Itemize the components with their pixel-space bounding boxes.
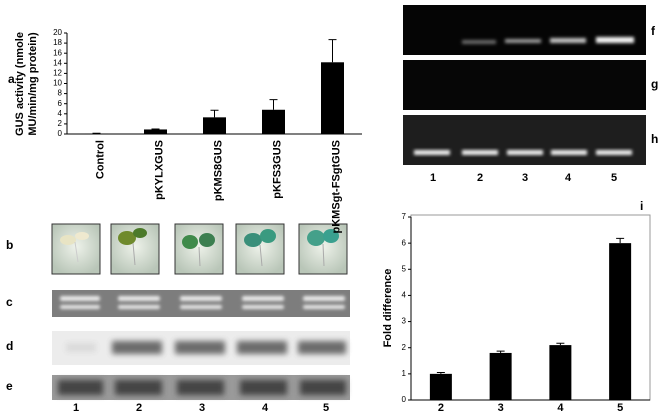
- lane-label: 1: [73, 402, 79, 414]
- error-bar: [210, 109, 219, 118]
- bar: [429, 373, 452, 400]
- bar: [609, 243, 632, 400]
- panel-label: b: [6, 238, 13, 252]
- y-tick-label: 12: [53, 69, 62, 78]
- gel-c: [52, 290, 350, 317]
- y-tick-label: 6: [402, 238, 407, 247]
- lane-label: 1: [430, 172, 436, 184]
- lane-label: 3: [522, 172, 528, 184]
- error-bar: [269, 99, 278, 110]
- y-tick-label: 0: [58, 129, 63, 138]
- y-tick-label: 2: [402, 343, 407, 352]
- error-bar: [616, 237, 625, 244]
- panel-label: c: [6, 295, 13, 309]
- y-tick-label: 5: [402, 264, 407, 273]
- bar: [262, 109, 285, 134]
- lane-label: 2: [477, 172, 483, 184]
- x-tick-label: pKFS3GUS: [271, 140, 283, 199]
- panel-label: h: [651, 132, 658, 146]
- error-bar: [556, 342, 565, 346]
- panel-label: f: [651, 24, 656, 38]
- gel-e: [52, 375, 350, 400]
- gel-f: [403, 5, 646, 55]
- bar: [144, 129, 167, 134]
- y-tick-label: 4: [58, 109, 63, 118]
- x-tick-label: 4: [557, 402, 564, 414]
- y-tick-label: 3: [402, 317, 407, 326]
- lane-label: 2: [136, 402, 142, 414]
- seedling-images: [51, 223, 348, 275]
- panel-label: e: [6, 379, 13, 393]
- gel-h: [403, 115, 646, 165]
- error-bar: [496, 350, 505, 353]
- y-tick-label: 20: [53, 28, 62, 37]
- y-tick-label: 6: [58, 99, 63, 108]
- lane-label: 5: [611, 172, 617, 184]
- y-axis-label: Fold difference: [382, 269, 394, 348]
- y-axis-label: GUS activity (nmole: [14, 32, 26, 136]
- x-tick-label: pKMS8GUS: [212, 140, 224, 201]
- error-bar: [151, 128, 160, 130]
- gel-g: [403, 60, 646, 110]
- bar: [203, 117, 226, 134]
- panel-label: i: [640, 199, 643, 213]
- lane-label: 4: [262, 402, 269, 414]
- error-bar: [328, 39, 337, 63]
- y-tick-label: 8: [58, 89, 63, 98]
- panel-label: d: [6, 339, 13, 353]
- lane-label: 5: [323, 402, 329, 414]
- x-tick-label: pKYLXGUS: [153, 140, 165, 200]
- x-tick-label: Control: [94, 140, 106, 179]
- y-tick-label: 16: [53, 48, 62, 57]
- x-tick-label: 2: [438, 402, 444, 414]
- bar: [489, 352, 512, 400]
- x-tick-label: pKMSgt-FSgtGUS: [330, 140, 342, 233]
- x-tick-label: 3: [498, 402, 504, 414]
- y-tick-label: 14: [53, 58, 62, 67]
- bar: [549, 345, 572, 400]
- panel-label: a: [8, 72, 15, 86]
- y-tick-label: 2: [58, 119, 63, 128]
- lane-label: 3: [199, 402, 205, 414]
- y-tick-label: 4: [402, 291, 407, 300]
- bar: [85, 133, 108, 134]
- y-tick-label: 10: [53, 79, 62, 88]
- y-tick-label: 1: [402, 369, 407, 378]
- gel-d: [52, 331, 350, 365]
- y-tick-label: 7: [402, 212, 407, 221]
- y-tick-label: 18: [53, 38, 62, 47]
- y-axis-label: MU/min/mg protein): [27, 32, 39, 136]
- y-tick-label: 0: [402, 395, 407, 404]
- panel-label: g: [651, 77, 658, 91]
- lane-label: 4: [565, 172, 572, 184]
- x-tick-label: 5: [617, 402, 623, 414]
- error-bar: [436, 372, 445, 374]
- bar: [321, 62, 344, 134]
